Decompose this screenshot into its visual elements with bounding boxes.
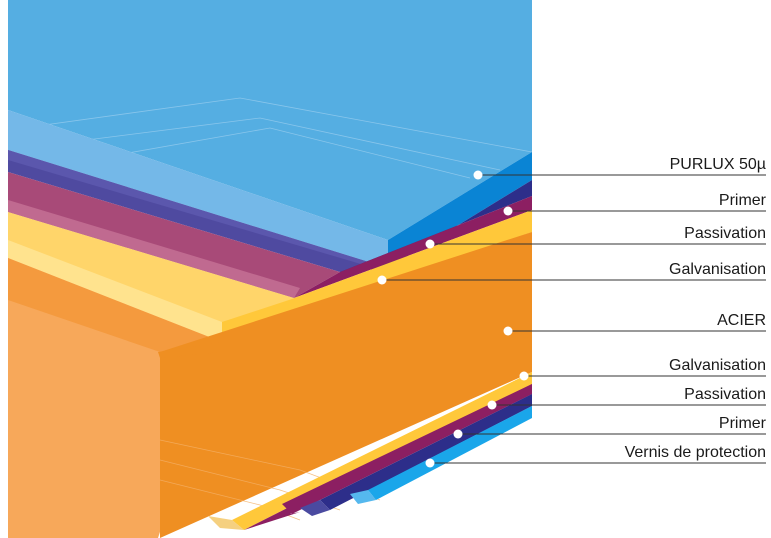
- label-galvanisation-bottom: Galvanisation: [669, 357, 766, 374]
- label-primer-bottom: Primer: [719, 415, 767, 432]
- primer-front-upper: [8, 150, 388, 272]
- vernis-bottom-side-face: [368, 406, 532, 500]
- marker-dots: [377, 170, 529, 468]
- purlux-front-face: [8, 110, 388, 268]
- label-passivation-bottom: Passivation: [684, 386, 766, 403]
- galvanisation-front-light: [8, 240, 222, 342]
- dot-passivation: [425, 239, 435, 249]
- passivation-bottom-strip: [282, 384, 532, 514]
- dot-primer-bottom: [453, 429, 463, 439]
- vernis-bottom-left: [350, 490, 376, 504]
- layer-labels: PURLUX 50µ Primer Passivation Galvanisat…: [625, 156, 767, 461]
- passivation-front-face: [8, 172, 340, 298]
- label-acier: ACIER: [717, 312, 766, 329]
- dot-purlux: [473, 170, 483, 180]
- primer-bottom-side-face: [320, 394, 532, 510]
- dot-vernis: [425, 458, 435, 468]
- acier-side-face: [160, 232, 532, 538]
- acier-front-top-band: [8, 258, 222, 352]
- passivation-front-light: [8, 200, 300, 298]
- galvanisation-bottom-front: [208, 516, 244, 530]
- galvanisation-bottom-side-face: [232, 372, 532, 530]
- acier-side-join: [158, 342, 222, 358]
- dot-primer: [503, 206, 513, 216]
- primer-bottom-left: [300, 500, 330, 516]
- dot-passivation-bottom: [487, 400, 497, 410]
- passivation-side-face: [294, 196, 532, 298]
- label-galvanisation: Galvanisation: [669, 261, 766, 278]
- leader-lines: [382, 174, 766, 464]
- label-passivation: Passivation: [684, 225, 766, 242]
- dot-galvanisation-bottom: [519, 371, 529, 381]
- label-purlux: PURLUX 50µ: [670, 156, 766, 173]
- label-vernis: Vernis de protection: [625, 444, 766, 461]
- dot-acier: [503, 326, 513, 336]
- label-primer: Primer: [719, 192, 767, 209]
- galvanisation-front-face: [8, 212, 294, 342]
- dot-galvanisation: [377, 275, 387, 285]
